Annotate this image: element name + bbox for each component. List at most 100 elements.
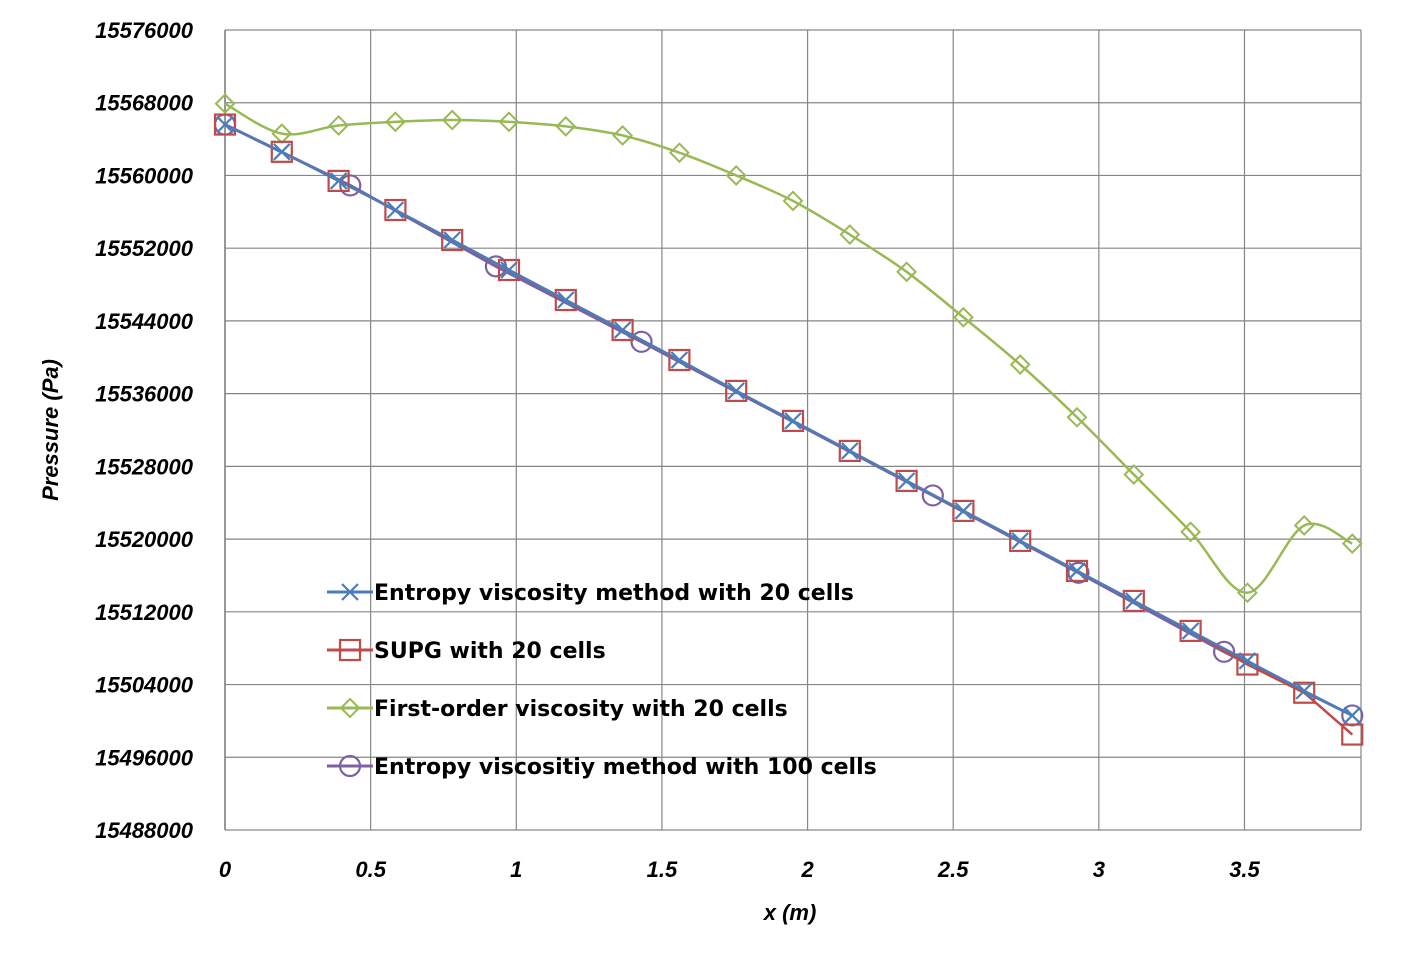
- data-point: [670, 351, 689, 369]
- legend-entry: Entropy viscositiy method with 100 cells: [327, 754, 877, 780]
- data-point: [612, 125, 634, 146]
- data-point: [1068, 562, 1086, 580]
- data-point: [497, 258, 521, 282]
- legend-label: Entropy viscosity method with 20 cells: [374, 581, 854, 606]
- y-tick-label: 15520000: [95, 527, 194, 552]
- data-point: [270, 140, 293, 163]
- y-tick-labels: 15488000 15496000 15504000 15512000 15520000…: [95, 18, 194, 843]
- data-point: [954, 502, 973, 520]
- data-point: [384, 111, 406, 133]
- data-point: [1238, 652, 1257, 670]
- data-point: [1179, 619, 1202, 643]
- y-tick-label: 15488000: [95, 818, 194, 843]
- data-point: [1236, 653, 1259, 676]
- legend-marker: [338, 638, 362, 662]
- x-tick-label: 0.5: [355, 857, 386, 882]
- y-tick-label: 15544000: [95, 309, 194, 334]
- data-point: [1066, 406, 1088, 428]
- data-point: [725, 379, 748, 403]
- data-point: [1293, 515, 1315, 536]
- y-axis-title: Pressure (Pa): [38, 359, 63, 501]
- data-point: [1341, 533, 1363, 555]
- data-point: [1067, 561, 1090, 584]
- data-point: [329, 172, 348, 190]
- data-point: [782, 190, 804, 212]
- legend: Entropy viscosity method with 20 cells SU…: [327, 581, 877, 780]
- data-point: [1122, 589, 1145, 613]
- data-point: [328, 115, 350, 136]
- data-point: [630, 330, 653, 353]
- data-point: [441, 109, 463, 131]
- series-1: [216, 115, 1362, 725]
- data-point: [613, 321, 632, 339]
- legend-marker: [341, 583, 359, 601]
- legend-label: SUPG with 20 cells: [374, 639, 606, 664]
- data-point: [386, 201, 405, 219]
- data-point: [1236, 582, 1258, 604]
- y-tick-label: 15576000: [95, 18, 194, 43]
- data-point: [952, 499, 975, 523]
- data-point: [921, 484, 944, 507]
- data-point: [1295, 682, 1313, 700]
- data-point: [952, 306, 974, 328]
- data-point: [725, 165, 747, 186]
- y-tick-label: 15528000: [95, 454, 194, 479]
- x-tick-label: 2.5: [937, 857, 969, 882]
- data-point: [1181, 622, 1200, 640]
- y-tick-label: 15568000: [95, 91, 194, 116]
- series-3: [214, 93, 1363, 604]
- legend-marker: [338, 754, 362, 778]
- data-point: [727, 382, 745, 400]
- legend-label: Entropy viscositiy method with 100 cells: [374, 755, 877, 780]
- data-point: [668, 142, 690, 164]
- data-point: [441, 228, 464, 252]
- y-tick-label: 15496000: [95, 745, 194, 770]
- x-axis-title: x (m): [763, 900, 817, 925]
- data-point: [896, 261, 918, 283]
- data-point: [839, 224, 861, 245]
- data-point: [500, 261, 518, 279]
- data-point: [668, 348, 691, 372]
- data-point: [1009, 529, 1032, 553]
- data-point: [1123, 464, 1145, 485]
- y-tick-label: 15536000: [95, 382, 194, 407]
- legend-entry: First-order viscosity with 20 cells: [327, 697, 788, 722]
- data-point: [213, 113, 237, 136]
- legend-entry: SUPG with 20 cells: [327, 638, 606, 664]
- data-point: [897, 472, 916, 490]
- x-tick-label: 1.5: [647, 857, 678, 882]
- data-point: [498, 111, 520, 133]
- data-point: [1009, 354, 1031, 375]
- y-tick-label: 15512000: [95, 600, 194, 625]
- data-point: [1180, 521, 1202, 543]
- data-point: [339, 174, 362, 197]
- data-point: [557, 291, 575, 309]
- y-tick-label: 15560000: [95, 163, 194, 188]
- data-point: [273, 143, 291, 161]
- x-tick-label: 2: [800, 857, 814, 882]
- data-point: [1065, 559, 1089, 583]
- data-point: [895, 469, 918, 493]
- y-tick-label: 15552000: [95, 236, 194, 261]
- legend-label: First-order viscosity with 20 cells: [374, 697, 788, 722]
- data-point: [1125, 592, 1143, 610]
- x-tick-label: 0: [219, 857, 232, 882]
- data-point: [1212, 640, 1236, 663]
- x-tick-label: 3: [1093, 857, 1105, 882]
- data-point: [384, 198, 407, 222]
- x-tick-label: 3.5: [1229, 857, 1260, 882]
- data-point: [443, 231, 461, 249]
- legend-entry: Entropy viscosity method with 20 cells: [327, 581, 854, 606]
- data-point: [1293, 681, 1316, 704]
- data-point: [1011, 532, 1029, 550]
- data-point: [841, 442, 859, 460]
- y-tick-label: 15504000: [95, 673, 194, 698]
- data-point: [838, 439, 861, 463]
- data-point: [554, 288, 577, 312]
- data-point: [216, 115, 234, 134]
- data-point: [555, 115, 577, 137]
- data-point: [784, 412, 802, 430]
- series-group: [213, 93, 1364, 746]
